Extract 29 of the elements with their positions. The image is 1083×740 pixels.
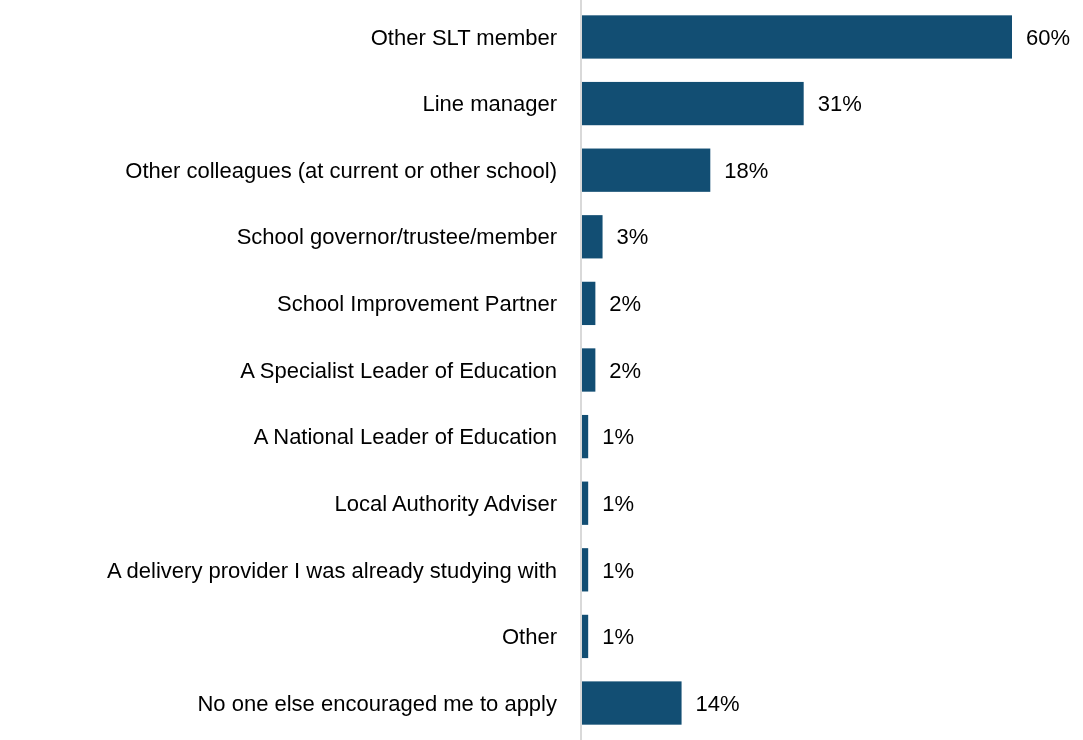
- bar: [581, 81, 804, 126]
- data-label: 60%: [1026, 24, 1071, 50]
- y-tick-label: A Specialist Leader of Education: [240, 357, 557, 383]
- y-tick-label: No one else encouraged me to apply: [197, 690, 557, 716]
- data-label: 18%: [724, 157, 769, 183]
- y-tick-label: School governor/trustee/member: [236, 224, 557, 250]
- bar: [581, 148, 711, 192]
- y-tick-label: Other colleagues (at current or other school): [125, 157, 557, 183]
- data-label: 1%: [602, 490, 634, 516]
- bar: [581, 348, 596, 392]
- bar: [581, 215, 603, 259]
- y-tick-label: A delivery provider I was already studying with: [107, 557, 557, 583]
- data-label: 14%: [695, 690, 740, 716]
- bar: [581, 15, 1012, 59]
- data-label: 1%: [602, 557, 634, 583]
- y-tick-label: Local Authority Adviser: [334, 490, 557, 516]
- data-label: 1%: [602, 624, 634, 650]
- data-label: 2%: [609, 357, 642, 383]
- data-label: 3%: [616, 224, 649, 250]
- y-tick-label: Other SLT member: [370, 24, 557, 50]
- y-tick-label: School Improvement Partner: [276, 291, 557, 317]
- y-tick-label: Other: [501, 624, 557, 650]
- data-label: 1%: [602, 424, 634, 450]
- data-label: 31%: [817, 91, 862, 117]
- bar: [581, 281, 596, 326]
- bar: [581, 681, 682, 725]
- y-tick-label: A National Leader of Education: [253, 424, 557, 450]
- y-tick-label: Line manager: [422, 91, 557, 117]
- data-label: 2%: [609, 291, 642, 317]
